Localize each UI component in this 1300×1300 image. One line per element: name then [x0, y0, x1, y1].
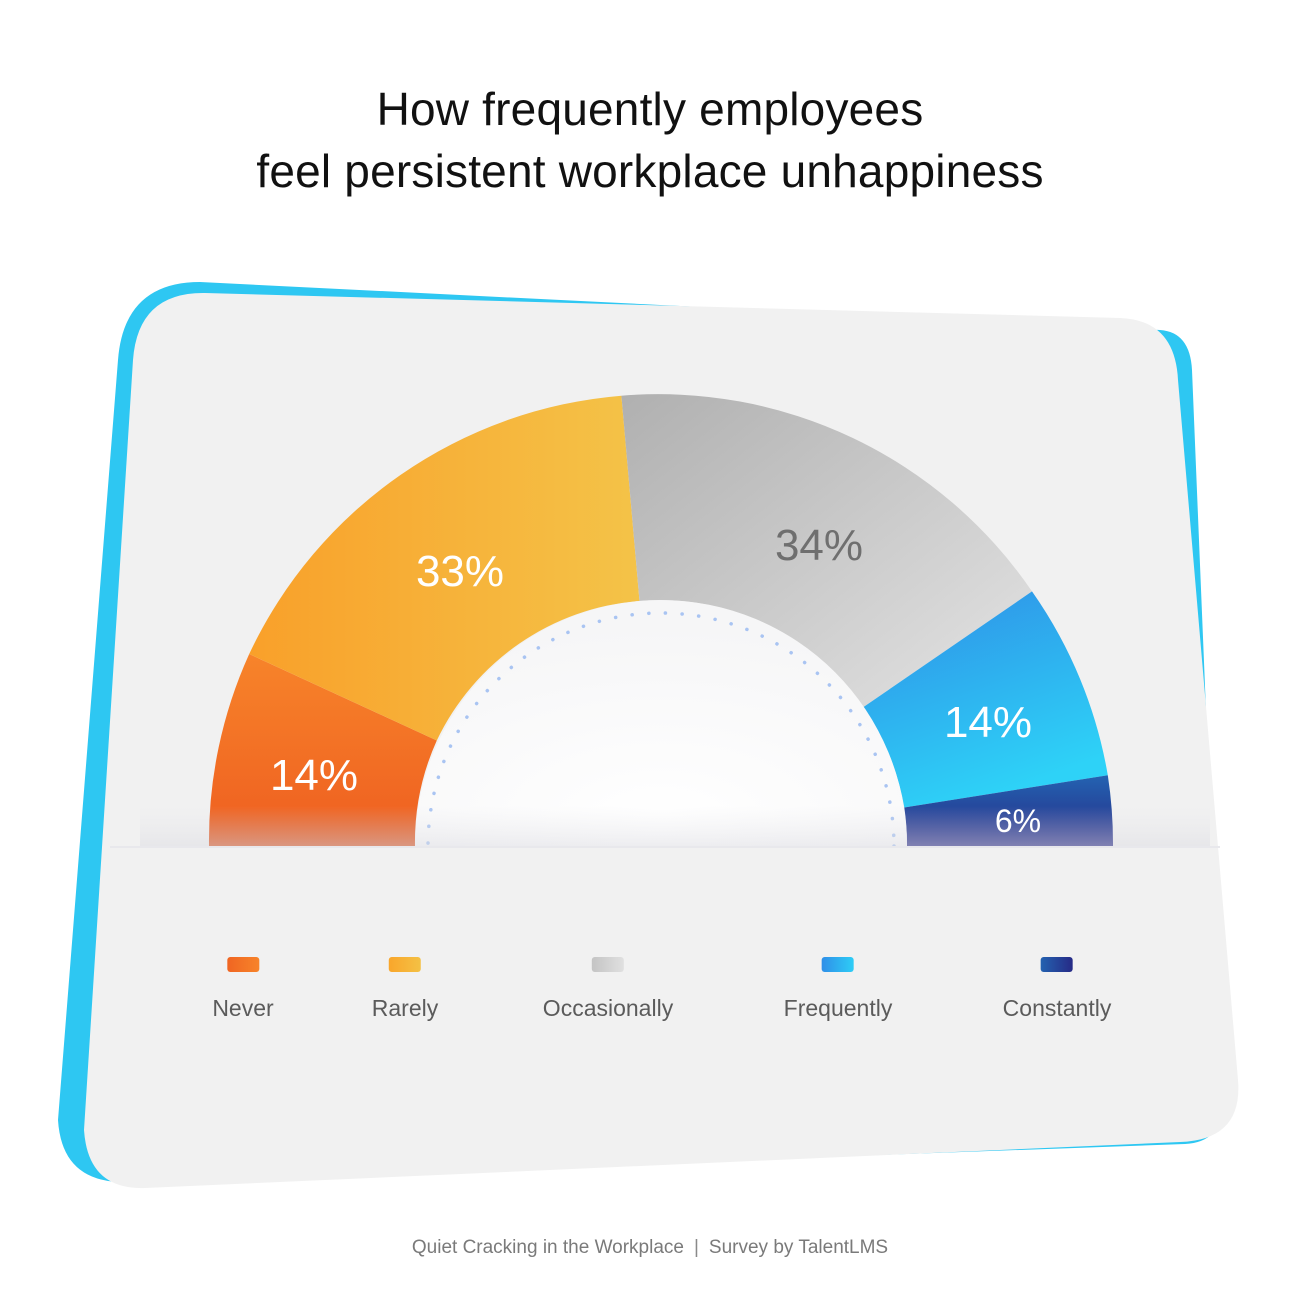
legend-label-rarely: Rarely — [371, 995, 439, 1021]
legend-item-rarely[interactable]: Rarely — [372, 955, 438, 1022]
label-frequently: 14% — [944, 698, 1032, 747]
legend-label-frequently: Frequently — [783, 995, 893, 1021]
chart-title: How frequently employees feel persistent… — [0, 78, 1300, 202]
segment-rarely[interactable] — [249, 395, 640, 741]
legend-swatch-constantly — [1040, 957, 1073, 972]
label-occasionally: 34% — [775, 521, 863, 570]
legend-item-frequently[interactable]: Frequently — [783, 955, 893, 1022]
label-rarely: 33% — [416, 547, 504, 596]
legend-item-never[interactable]: Never — [212, 955, 274, 1022]
chart-title-line-2: feel persistent workplace unhappiness — [256, 145, 1044, 197]
footer-credit: Survey by TalentLMS — [708, 1237, 889, 1258]
legend-swatch-rarely — [389, 957, 421, 972]
legend-item-constantly[interactable]: Constantly — [1002, 955, 1112, 1022]
legend: Never Rarely Occasionally Frequently Con… — [0, 955, 1300, 1035]
legend-label-never: Never — [212, 995, 274, 1021]
source-footer: Quiet Cracking in the Workplace | Survey b… — [0, 1237, 1300, 1259]
legend-label-occasionally: Occasionally — [542, 995, 674, 1021]
segment-frequently[interactable] — [863, 591, 1108, 808]
legend-swatch-frequently — [821, 957, 854, 972]
label-constantly: 6% — [995, 803, 1041, 839]
legend-label-constantly: Constantly — [1002, 995, 1112, 1021]
chart-title-line-1: How frequently employees — [376, 83, 924, 135]
legend-swatch-occasionally — [591, 957, 624, 972]
footer-separator: | — [693, 1237, 699, 1258]
footer-source: Quiet Cracking in the Workplace — [411, 1237, 684, 1258]
gauge-baseline-panel — [110, 846, 1220, 848]
segment-occasionally[interactable] — [621, 394, 1032, 708]
gauge-center — [415, 600, 907, 846]
label-never: 14% — [270, 751, 358, 800]
legend-swatch-never — [226, 957, 259, 972]
legend-item-occasionally[interactable]: Occasionally — [543, 955, 673, 1022]
segment-never[interactable] — [208, 654, 437, 846]
gauge — [140, 394, 1210, 846]
